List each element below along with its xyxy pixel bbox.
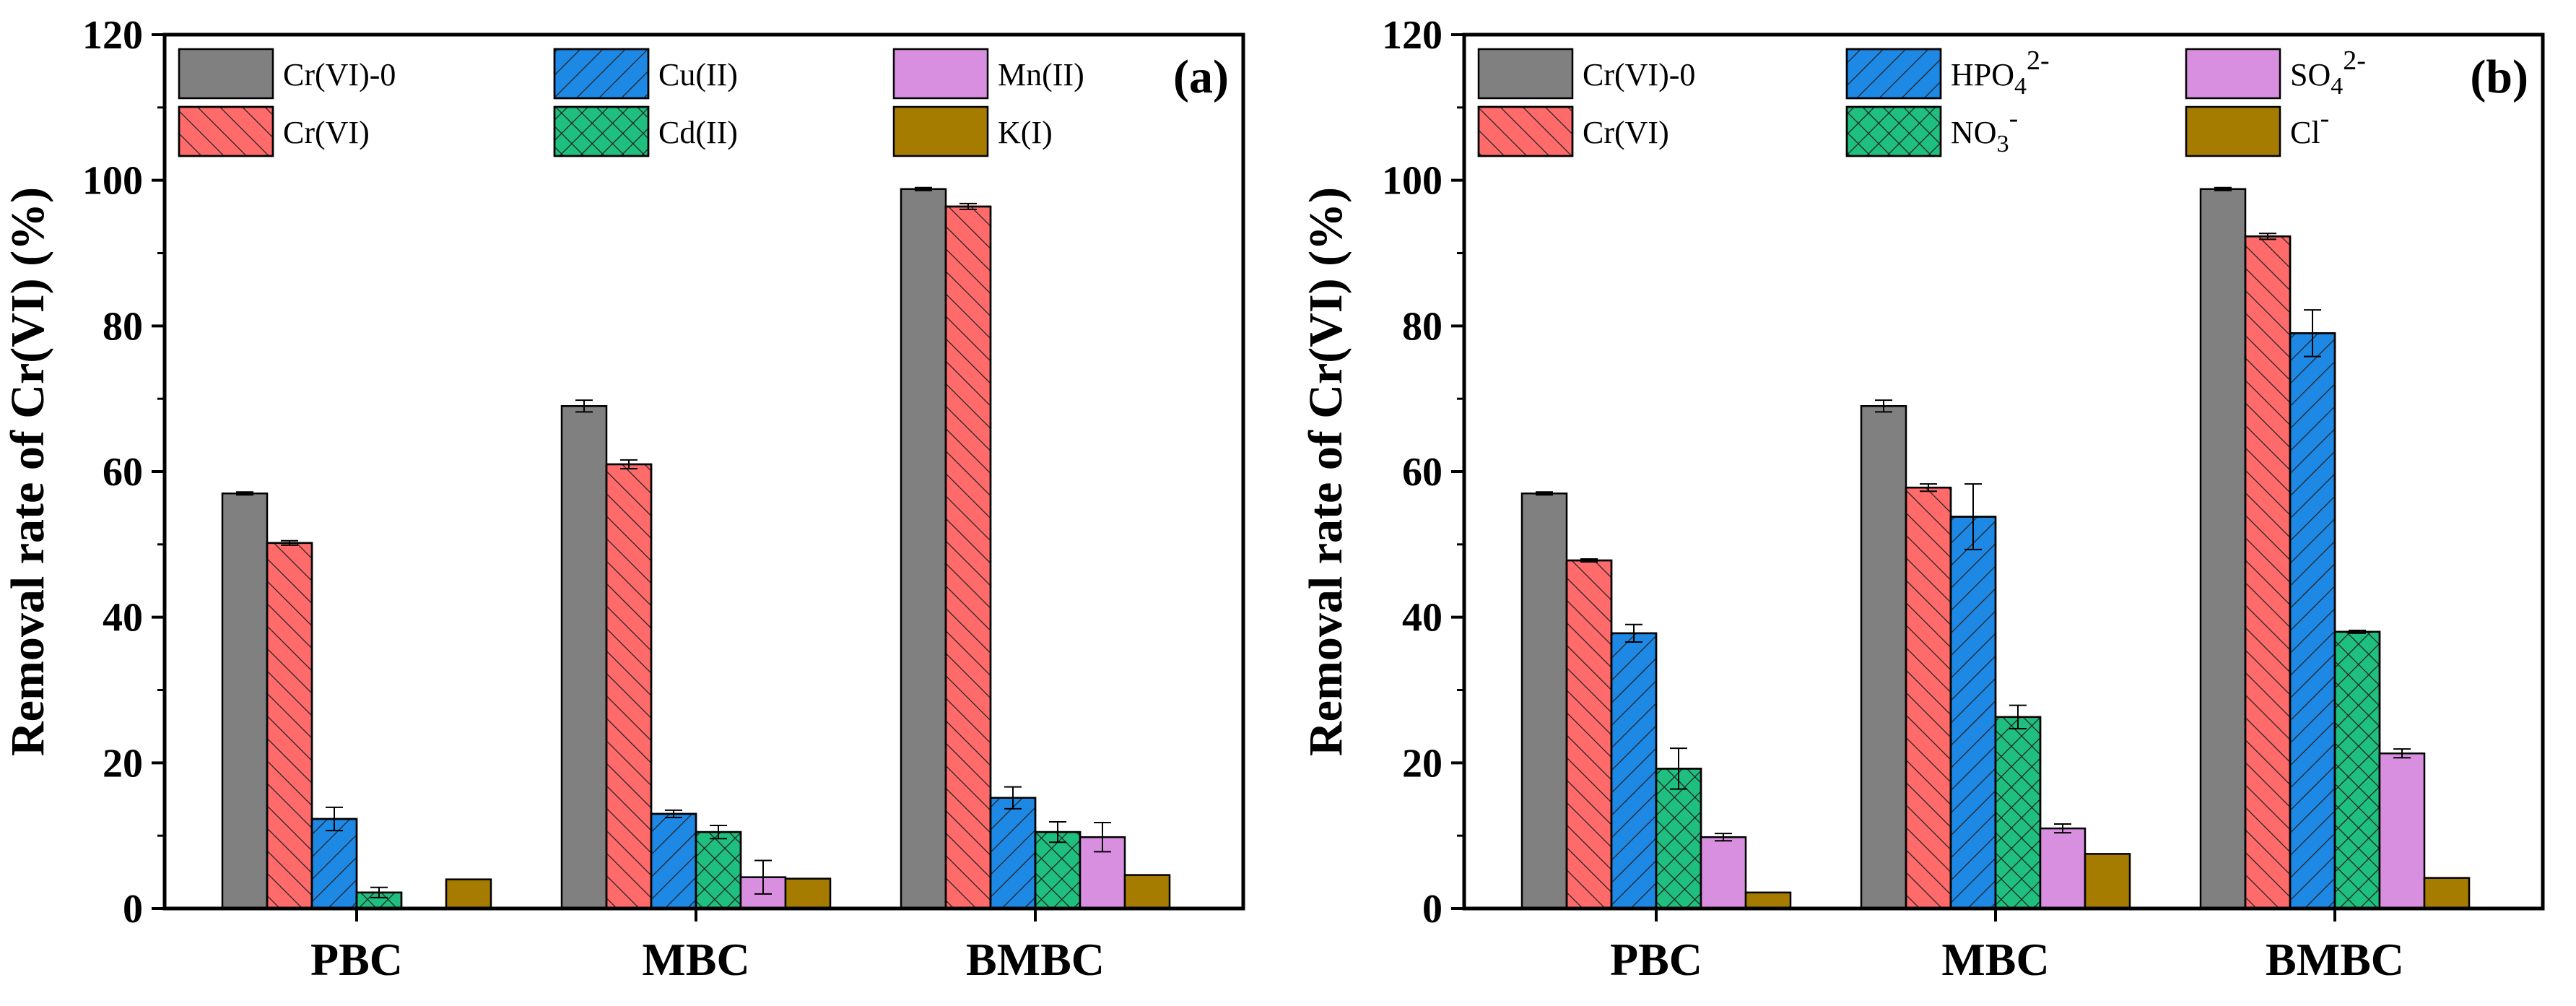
legend-swatch: [1477, 48, 1574, 100]
bar: [784, 877, 832, 910]
category-label: PBC: [1610, 934, 1702, 985]
legend-label: Cr(VI)-0: [1583, 57, 1695, 92]
chart-panel-a: PBC MBC BMBC 0 20 40 60 80 100 120 Removal rate of…: [1, 13, 1245, 985]
bar: [2039, 827, 2087, 910]
y-tick-label: 120: [82, 13, 143, 58]
y-tick-label: 100: [1382, 159, 1443, 204]
legend-label: Cu(II): [658, 57, 738, 92]
bar: [1860, 405, 1907, 910]
bar: [445, 878, 492, 910]
legend-swatch-pattern: [1477, 105, 1574, 157]
bar-pattern: [2244, 235, 2292, 910]
bar: [1700, 836, 1747, 910]
bar: [1744, 891, 1792, 910]
legend-label: Mn(II): [998, 57, 1084, 92]
bar: [900, 188, 947, 910]
legend-swatch-pattern: [178, 105, 274, 157]
panel-label: (a): [1173, 51, 1229, 103]
y-tick-label: 80: [1402, 304, 1443, 349]
bar-pattern: [1905, 486, 1952, 910]
y-axis-label: Removal rate of Cr(VI) (%): [1, 187, 54, 756]
bar: [2423, 877, 2471, 910]
bar: [2084, 853, 2131, 910]
legend-swatch: [892, 105, 989, 157]
y-tick-label: 0: [123, 887, 143, 932]
y-tick-label: 100: [82, 159, 143, 204]
bar-pattern: [310, 818, 358, 910]
legend-label: SO42-: [2290, 45, 2366, 100]
bar-pattern: [650, 812, 697, 910]
y-tick-label: 20: [1402, 741, 1443, 786]
y-tick-label: 0: [1422, 887, 1443, 932]
plot-frame: [162, 32, 1245, 911]
bar-pattern: [2289, 332, 2336, 910]
panel-label: (b): [2470, 51, 2528, 103]
legend-label: Cl-: [2290, 103, 2329, 150]
bar: [2199, 188, 2247, 910]
y-tick-label: 40: [1402, 596, 1443, 641]
bar: [1520, 493, 1568, 910]
legend-label: Cr(VI): [1583, 115, 1669, 150]
legend-swatch-pattern: [1845, 105, 1942, 157]
y-tick-label: 80: [103, 304, 143, 349]
category-label: PBC: [310, 934, 403, 985]
bar-pattern: [1610, 632, 1658, 910]
y-tick-label: 60: [103, 450, 143, 495]
legend-swatch-pattern: [1845, 48, 1942, 100]
legend-label: NO3-: [1951, 103, 2018, 157]
bar-pattern: [1565, 559, 1613, 910]
y-tick-label: 20: [103, 741, 143, 786]
legend-label: Cd(II): [658, 115, 738, 150]
legend-label: HPO42-: [1951, 45, 2050, 100]
bar-pattern: [989, 797, 1037, 910]
bar-pattern: [2333, 630, 2381, 910]
legend-swatch-pattern: [553, 105, 650, 157]
category-label: MBC: [1941, 934, 2049, 985]
category-label: MBC: [642, 934, 749, 985]
category-label: BMBC: [966, 934, 1105, 985]
legend-swatch: [2185, 48, 2281, 100]
legend-label: Cr(VI): [283, 115, 370, 150]
legend-swatch-pattern: [553, 48, 650, 100]
legend-label: K(I): [998, 115, 1053, 150]
chart-panel-b: PBC MBC BMBC 0 20 40 60 80 100 120 Removal rate of…: [1300, 13, 2545, 985]
bar-pattern: [266, 542, 313, 910]
bar-pattern: [944, 205, 992, 910]
bar: [560, 405, 608, 910]
bar-pattern: [605, 463, 653, 910]
legend-swatch: [892, 48, 989, 100]
y-tick-label: 120: [1382, 13, 1443, 58]
bar-pattern: [1994, 716, 2042, 910]
bar-pattern: [695, 831, 742, 910]
y-axis-label: Removal rate of Cr(VI) (%): [1300, 187, 1352, 756]
legend-label: Cr(VI)-0: [283, 57, 396, 92]
bar: [1123, 874, 1171, 910]
category-label: BMBC: [2266, 934, 2404, 985]
legend-swatch: [2185, 105, 2281, 157]
legend-swatch: [178, 48, 274, 100]
bar-pattern: [1949, 516, 1997, 910]
y-tick-label: 40: [103, 596, 143, 641]
bar-pattern: [1034, 831, 1082, 910]
bar: [221, 493, 269, 910]
y-tick-label: 60: [1402, 450, 1443, 495]
bar: [2378, 752, 2426, 910]
